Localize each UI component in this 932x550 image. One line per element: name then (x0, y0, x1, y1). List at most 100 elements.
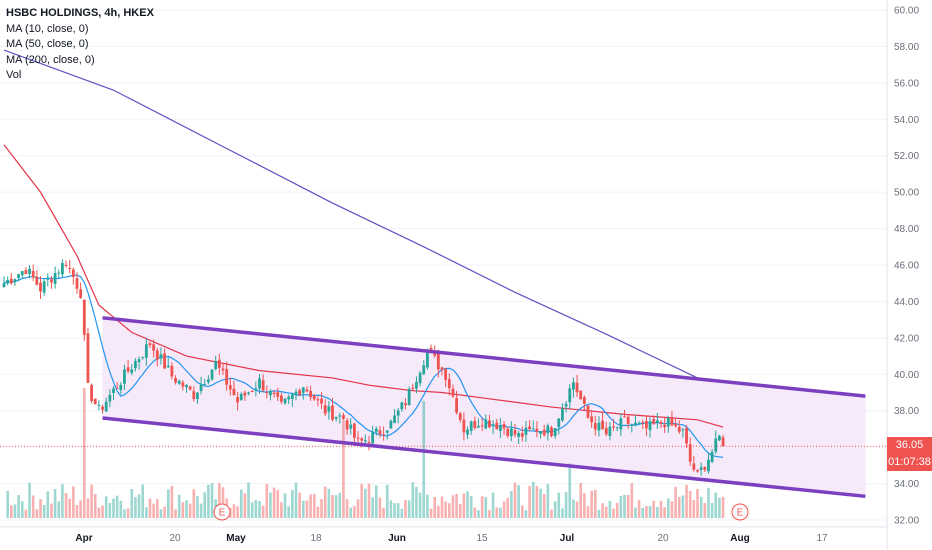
volume-bar (426, 494, 429, 518)
volume-bar (309, 494, 312, 518)
candle-body (353, 423, 356, 438)
volume-bar (72, 486, 75, 518)
volume-bar (703, 503, 707, 518)
candle-body (144, 344, 148, 358)
volume-bars (6, 388, 725, 518)
candle-body (199, 384, 203, 392)
channel-upper-line[interactable] (102, 316, 866, 398)
volume-bar (10, 505, 13, 518)
legend-ma50[interactable]: MA (50, close, 0) (6, 38, 89, 50)
volume-bar (345, 499, 349, 518)
volume-bar (429, 508, 433, 518)
volume-bar (75, 505, 79, 518)
volume-bar (210, 483, 214, 518)
earnings-marker (731, 503, 749, 521)
candle-body (137, 359, 141, 363)
volume-bar (531, 481, 535, 518)
candle-body (553, 428, 557, 437)
candle-body (436, 353, 440, 370)
volume-bar (659, 500, 663, 518)
candle-body (177, 380, 181, 384)
candle-body (141, 356, 145, 358)
volume-bar (239, 489, 243, 518)
candle-body (316, 399, 320, 401)
candle-body (112, 388, 115, 394)
volume-bar (258, 501, 261, 518)
candle-body (64, 264, 68, 266)
volume-bar (46, 491, 50, 518)
candle-body (542, 429, 546, 436)
volume-bar (181, 502, 185, 518)
candle-body (228, 385, 232, 390)
candle-body (301, 387, 305, 393)
candle-body (342, 415, 345, 419)
candle-body (714, 438, 718, 452)
volume-bar (316, 506, 320, 518)
volume-bar (550, 509, 553, 518)
volume-bar (50, 503, 53, 518)
candle-body (670, 417, 674, 426)
volume-bar (663, 507, 666, 518)
volume-bar (280, 502, 283, 518)
volume-bar (510, 491, 513, 518)
candle-body (659, 421, 663, 424)
legend-vol[interactable]: Vol (6, 69, 22, 81)
candle-body (444, 368, 448, 380)
volume-bar (57, 501, 61, 518)
candle-body (601, 420, 604, 430)
candle-body (239, 393, 243, 401)
legend-title[interactable]: HSBC HOLDINGS, 4h, HKEX (6, 7, 154, 19)
candle-body (298, 390, 302, 395)
candle-body (108, 395, 112, 402)
candle-body (626, 416, 630, 424)
candle-body (93, 398, 97, 405)
volume-bar (302, 500, 305, 518)
candle-body (513, 430, 517, 435)
candle-body (331, 405, 334, 420)
volume-bar (269, 492, 272, 518)
candle-body (104, 401, 108, 412)
volume-bar (535, 485, 539, 518)
candle-body (557, 418, 561, 428)
volume-bar (718, 497, 721, 518)
volume-bar (320, 499, 323, 518)
volume-bar (674, 486, 677, 518)
volume-bar (648, 505, 652, 518)
candle-body (499, 425, 502, 431)
volume-bar (572, 499, 575, 518)
candle-body (699, 467, 703, 470)
candle-body (579, 390, 583, 400)
candle-body (491, 424, 495, 427)
candle-body (703, 466, 707, 470)
price-tick-label: 48.00 (894, 224, 919, 235)
candle-body (469, 421, 473, 431)
volume-bar (166, 489, 170, 518)
candle-body (207, 379, 210, 383)
candle-body (593, 422, 597, 430)
legend-ma10[interactable]: MA (10, close, 0) (6, 22, 89, 35)
volume-bar (31, 495, 35, 518)
volume-bar (692, 499, 696, 518)
candle-body (82, 299, 86, 335)
volume-bar (163, 506, 166, 518)
channel-lower-line[interactable] (102, 416, 866, 499)
candle-body (524, 427, 528, 435)
legend-ma200[interactable]: MA (200, close, 0) (6, 53, 95, 66)
volume-bar (207, 484, 210, 518)
volume-bar (688, 490, 692, 518)
volume-bar (364, 488, 367, 518)
candle-body (561, 408, 564, 421)
earnings-marker-label: E (737, 508, 744, 519)
volume-bar (115, 495, 119, 518)
volume-bar (243, 493, 247, 518)
volume-bar (334, 495, 338, 518)
time-tick-label: 18 (310, 533, 322, 544)
volume-bar (236, 506, 239, 518)
candle-body (24, 269, 28, 275)
candle-body (666, 417, 670, 427)
price-tick-label: 40.00 (894, 370, 919, 381)
candle-body (221, 368, 225, 371)
volume-bar (612, 508, 615, 518)
candle-body (61, 263, 64, 275)
